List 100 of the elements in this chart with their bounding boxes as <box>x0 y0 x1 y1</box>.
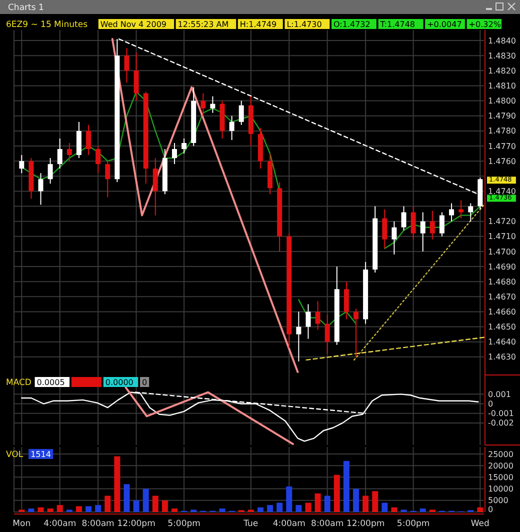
annotation: 0 <box>142 378 148 387</box>
line-series <box>111 38 299 373</box>
y-tick-label: 1.4690 <box>488 262 516 272</box>
x-tick-label: Tue <box>242 519 258 529</box>
y-tick-label: -0.001 <box>488 409 514 418</box>
text: Charts 1 <box>8 3 44 13</box>
candlestick <box>315 300 320 330</box>
bar <box>343 460 350 512</box>
bar <box>391 507 398 512</box>
candlestick <box>19 154 24 174</box>
candlestick <box>172 142 177 165</box>
bar <box>296 505 302 512</box>
y-tick-label: 1.4700 <box>488 247 516 256</box>
candlestick <box>38 172 44 206</box>
bar <box>276 502 283 512</box>
x-tick-label: 5:00pm <box>396 519 430 529</box>
x-tick-label: 8:00am <box>82 519 114 529</box>
bar <box>38 507 44 512</box>
candlestick <box>401 206 406 231</box>
text: +0.0047 <box>427 20 462 29</box>
candlestick <box>458 200 464 219</box>
candlestick <box>200 92 206 116</box>
x-tick-label: 8:00am <box>311 519 344 529</box>
y-tick-label: 25000 <box>488 450 514 459</box>
candlestick <box>449 202 454 222</box>
candlestick <box>48 158 53 184</box>
x-tick-label: 4:00am <box>44 519 76 529</box>
text: T:1.4748 <box>379 20 416 29</box>
text: +0.32% <box>468 20 502 29</box>
y-tick-label: 1.4720 <box>488 217 516 226</box>
candlestick <box>124 48 130 84</box>
y-tick-label: 1.4810 <box>488 82 516 91</box>
bar <box>382 502 388 512</box>
x-tick-label: 4:00am <box>272 519 306 529</box>
candlestick <box>324 314 330 354</box>
bar <box>219 508 226 512</box>
y-tick-label: 1.4830 <box>488 51 516 60</box>
y-tick-label: 1.4680 <box>488 277 516 286</box>
text: 12:55:23 AM <box>178 20 229 29</box>
y-tick-label: 1.4800 <box>488 96 516 106</box>
candlestick <box>306 304 311 340</box>
y-tick-label: 0 <box>488 400 494 409</box>
candlestick <box>134 52 139 102</box>
candlestick <box>344 281 349 320</box>
bar <box>142 488 149 512</box>
bar <box>362 496 369 512</box>
candlestick <box>238 100 244 126</box>
bar <box>267 505 274 512</box>
text: L:1.4730 <box>286 20 322 29</box>
candlestick <box>439 212 444 237</box>
y-tick-label: 1.4790 <box>488 112 516 121</box>
y-tick-label: 1.4820 <box>488 66 516 76</box>
annotation: 1514 <box>30 450 51 459</box>
bar <box>47 508 54 512</box>
candlestick <box>182 138 187 154</box>
y-tick-label: 0.001 <box>488 390 511 399</box>
chart-title: 6EZ9 ~ 15 Minutes <box>6 20 88 30</box>
annotation: 0.0005 <box>36 378 65 387</box>
text: H:1.4749 <box>240 20 277 29</box>
candlestick <box>105 160 110 198</box>
bar <box>104 496 111 512</box>
candlestick <box>66 142 72 162</box>
candlestick <box>96 146 101 174</box>
bar <box>28 508 34 512</box>
text: Wed Nov 4 2009 <box>100 20 167 29</box>
candlestick <box>410 206 416 240</box>
line-series <box>21 392 479 442</box>
candlestick <box>468 202 474 222</box>
candlestick <box>86 124 92 156</box>
chart-title: VOL <box>6 450 24 460</box>
candlestick <box>229 115 234 140</box>
candlestick <box>382 208 388 249</box>
bar <box>133 500 140 512</box>
bar <box>95 505 102 512</box>
y-tick-label: 0 <box>488 504 494 514</box>
bar <box>352 488 359 512</box>
bar <box>334 474 340 512</box>
candlestick <box>57 138 62 170</box>
y-tick-label: -0.002 <box>488 418 514 428</box>
candlestick <box>392 220 397 255</box>
bar <box>171 508 178 512</box>
bar <box>257 507 264 512</box>
candlestick <box>210 96 216 114</box>
bar <box>286 486 292 512</box>
y-tick-label: 1.4630 <box>488 352 516 362</box>
bar <box>152 496 158 512</box>
x-tick-label: 5:00pm <box>168 519 200 529</box>
bar <box>56 505 63 512</box>
y-tick-label: 1.4660 <box>488 308 516 317</box>
y-tick-label: 1.4740 <box>488 187 516 196</box>
bar <box>324 496 330 512</box>
candlestick <box>353 308 358 358</box>
annotation: 0.0000 <box>105 378 134 387</box>
x-tick-label: 12:00pm <box>117 519 156 529</box>
x-tick-label: 12:00pm <box>346 519 385 529</box>
chart-title: MACD <box>6 378 32 388</box>
y-tick-label: 10000 <box>488 484 514 494</box>
y-tick-label: 1.4670 <box>488 292 516 302</box>
bar <box>314 493 321 512</box>
text: O:1.4732 <box>334 20 370 29</box>
